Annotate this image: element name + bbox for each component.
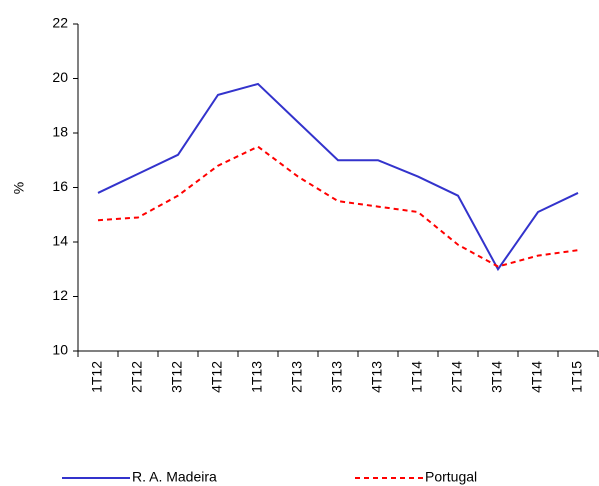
y-tick-label: 18 xyxy=(52,124,68,140)
y-tick-label: 22 xyxy=(52,15,68,31)
legend-label: R. A. Madeira xyxy=(132,469,217,485)
legend-label: Portugal xyxy=(425,469,477,485)
x-tick-label: 3T14 xyxy=(489,361,505,393)
x-tick-label: 4T13 xyxy=(369,361,385,393)
x-tick-label: 2T13 xyxy=(289,361,305,393)
x-tick-label: 3T12 xyxy=(169,361,185,393)
x-tick-label: 1T12 xyxy=(89,361,105,393)
x-tick-label: 2T14 xyxy=(449,361,465,393)
series-line xyxy=(97,145,579,268)
y-tick-label: 20 xyxy=(52,69,68,85)
x-tick-label: 4T12 xyxy=(209,361,225,393)
x-tick-label: 2T12 xyxy=(129,361,145,393)
series-line xyxy=(97,82,579,272)
x-tick-label: 1T13 xyxy=(249,361,265,393)
x-tick-label: 4T14 xyxy=(529,361,545,393)
y-axis-label: % xyxy=(11,182,27,194)
x-tick-label: 3T13 xyxy=(329,361,345,393)
x-tick-label: 1T15 xyxy=(569,361,585,393)
x-tick-label: 1T14 xyxy=(409,361,425,393)
y-tick-label: 12 xyxy=(52,287,68,303)
y-tick-label: 10 xyxy=(52,342,68,358)
y-tick-label: 14 xyxy=(52,233,68,249)
y-tick-label: 16 xyxy=(52,178,68,194)
